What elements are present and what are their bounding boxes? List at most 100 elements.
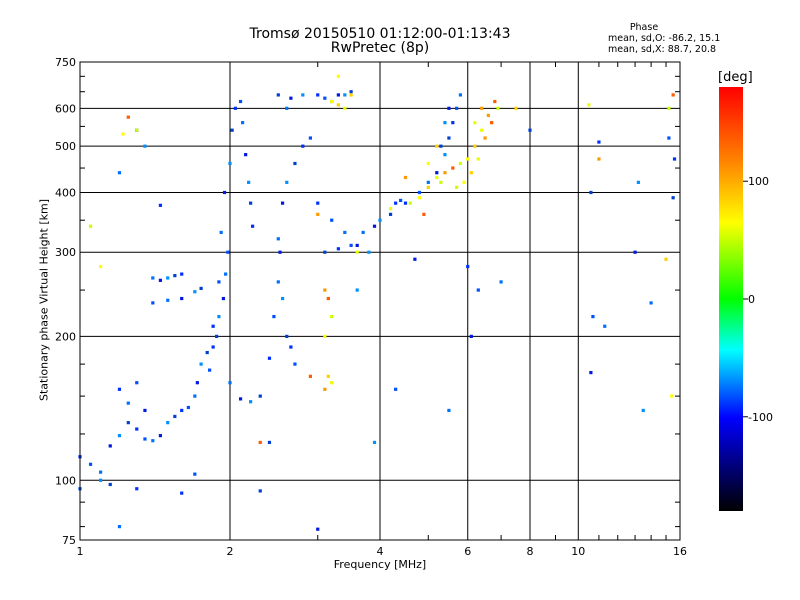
o-mode-point bbox=[316, 527, 320, 531]
x-mode-point bbox=[316, 212, 320, 216]
o-mode-point bbox=[276, 280, 280, 284]
o-mode-point bbox=[388, 212, 393, 216]
x-mode-point bbox=[473, 121, 477, 125]
o-mode-point bbox=[233, 106, 237, 110]
x-mode-point bbox=[455, 185, 459, 189]
o-mode-point bbox=[289, 345, 293, 349]
o-mode-point bbox=[367, 250, 371, 254]
x-mode-point bbox=[330, 315, 334, 319]
o-mode-point bbox=[426, 180, 430, 184]
o-mode-point bbox=[308, 136, 313, 140]
o-mode-point bbox=[108, 482, 112, 487]
x-mode-point bbox=[426, 185, 430, 189]
x-mode-point bbox=[443, 171, 447, 175]
o-mode-point bbox=[126, 421, 130, 425]
o-mode-point bbox=[267, 356, 272, 360]
o-mode-point bbox=[215, 334, 219, 338]
x-mode-point bbox=[417, 196, 422, 200]
o-mode-point bbox=[399, 198, 403, 203]
o-mode-point bbox=[173, 414, 177, 419]
phase-x-stats: mean, sd,X: 88.7, 20.8 bbox=[608, 44, 717, 55]
o-mode-point bbox=[207, 368, 212, 372]
o-mode-point bbox=[343, 230, 347, 235]
o-mode-point bbox=[186, 405, 190, 410]
o-mode-point bbox=[211, 345, 215, 349]
o-mode-point bbox=[336, 93, 340, 97]
x-mode-point bbox=[476, 157, 480, 161]
o-mode-point bbox=[222, 190, 227, 195]
x-tick-label: 2 bbox=[227, 545, 234, 558]
x-mode-point bbox=[435, 144, 439, 148]
x-tick-label: 8 bbox=[527, 545, 534, 558]
o-mode-point bbox=[117, 525, 122, 529]
o-mode-point bbox=[126, 401, 130, 405]
x-mode-point bbox=[323, 387, 327, 391]
o-mode-point bbox=[217, 315, 221, 319]
y-tick-label: 100 bbox=[55, 474, 76, 487]
o-mode-point bbox=[247, 180, 251, 184]
o-mode-point bbox=[199, 362, 203, 366]
o-mode-point bbox=[117, 434, 122, 438]
x-mode-point bbox=[408, 201, 412, 205]
data-points bbox=[78, 74, 677, 531]
o-mode-point bbox=[143, 144, 147, 148]
phase-o-stats: mean, sd,O: -86.2, 15.1 bbox=[608, 33, 721, 44]
colorbar-tick-label: -100 bbox=[748, 411, 773, 424]
o-mode-point bbox=[158, 203, 163, 207]
o-mode-point bbox=[476, 288, 480, 292]
x-mode-point bbox=[473, 144, 477, 148]
y-tick-label: 750 bbox=[55, 56, 76, 69]
x-mode-point bbox=[480, 106, 484, 110]
plot-frame bbox=[79, 61, 681, 541]
o-mode-point bbox=[272, 315, 276, 319]
o-mode-point bbox=[99, 470, 103, 474]
o-mode-point bbox=[378, 218, 382, 222]
x-mode-point bbox=[355, 250, 359, 254]
o-mode-point bbox=[667, 136, 671, 140]
o-mode-point bbox=[219, 230, 223, 235]
x-mode-point bbox=[514, 106, 518, 110]
o-mode-point bbox=[195, 381, 199, 385]
x-tick-label: 1 bbox=[77, 545, 84, 558]
o-mode-point bbox=[278, 250, 282, 254]
o-mode-point bbox=[228, 161, 232, 166]
x-mode-point bbox=[458, 161, 463, 166]
o-mode-point bbox=[238, 397, 243, 401]
plot-grid bbox=[80, 62, 680, 540]
o-mode-point bbox=[443, 121, 447, 125]
o-mode-point bbox=[193, 472, 197, 476]
x-axis-label: Frequency [MHz] bbox=[333, 558, 427, 571]
x-mode-point bbox=[670, 394, 674, 398]
x-mode-point bbox=[426, 161, 430, 166]
x-mode-point bbox=[349, 93, 353, 97]
colorbar bbox=[719, 87, 743, 511]
o-mode-point bbox=[285, 334, 289, 338]
o-mode-point bbox=[180, 491, 184, 495]
o-mode-point bbox=[135, 381, 139, 385]
x-mode-point bbox=[466, 157, 470, 161]
x-mode-point bbox=[258, 440, 262, 445]
o-mode-point bbox=[276, 93, 280, 97]
o-mode-point bbox=[108, 444, 112, 448]
chart-subtitle: RwPretec (8p) bbox=[330, 40, 430, 56]
x-mode-point bbox=[435, 175, 439, 180]
y-tick-label: 200 bbox=[55, 330, 76, 343]
o-mode-point bbox=[343, 93, 347, 97]
x-mode-point bbox=[671, 93, 675, 97]
y-tick-label: 400 bbox=[55, 186, 76, 199]
o-mode-point bbox=[394, 201, 398, 205]
o-mode-point bbox=[591, 315, 595, 319]
phase-heading: Phase bbox=[629, 22, 659, 33]
x-mode-point bbox=[422, 212, 426, 216]
x-mode-point bbox=[330, 381, 334, 385]
o-mode-point bbox=[458, 93, 463, 97]
o-mode-point bbox=[193, 394, 197, 398]
o-mode-point bbox=[394, 387, 398, 391]
o-mode-point bbox=[597, 140, 601, 144]
y-tick-label: 600 bbox=[55, 102, 76, 115]
x-mode-point bbox=[469, 171, 473, 175]
x-mode-point bbox=[667, 106, 671, 110]
o-mode-point bbox=[316, 93, 320, 97]
x-mode-point bbox=[121, 132, 125, 136]
o-mode-point bbox=[180, 272, 184, 276]
